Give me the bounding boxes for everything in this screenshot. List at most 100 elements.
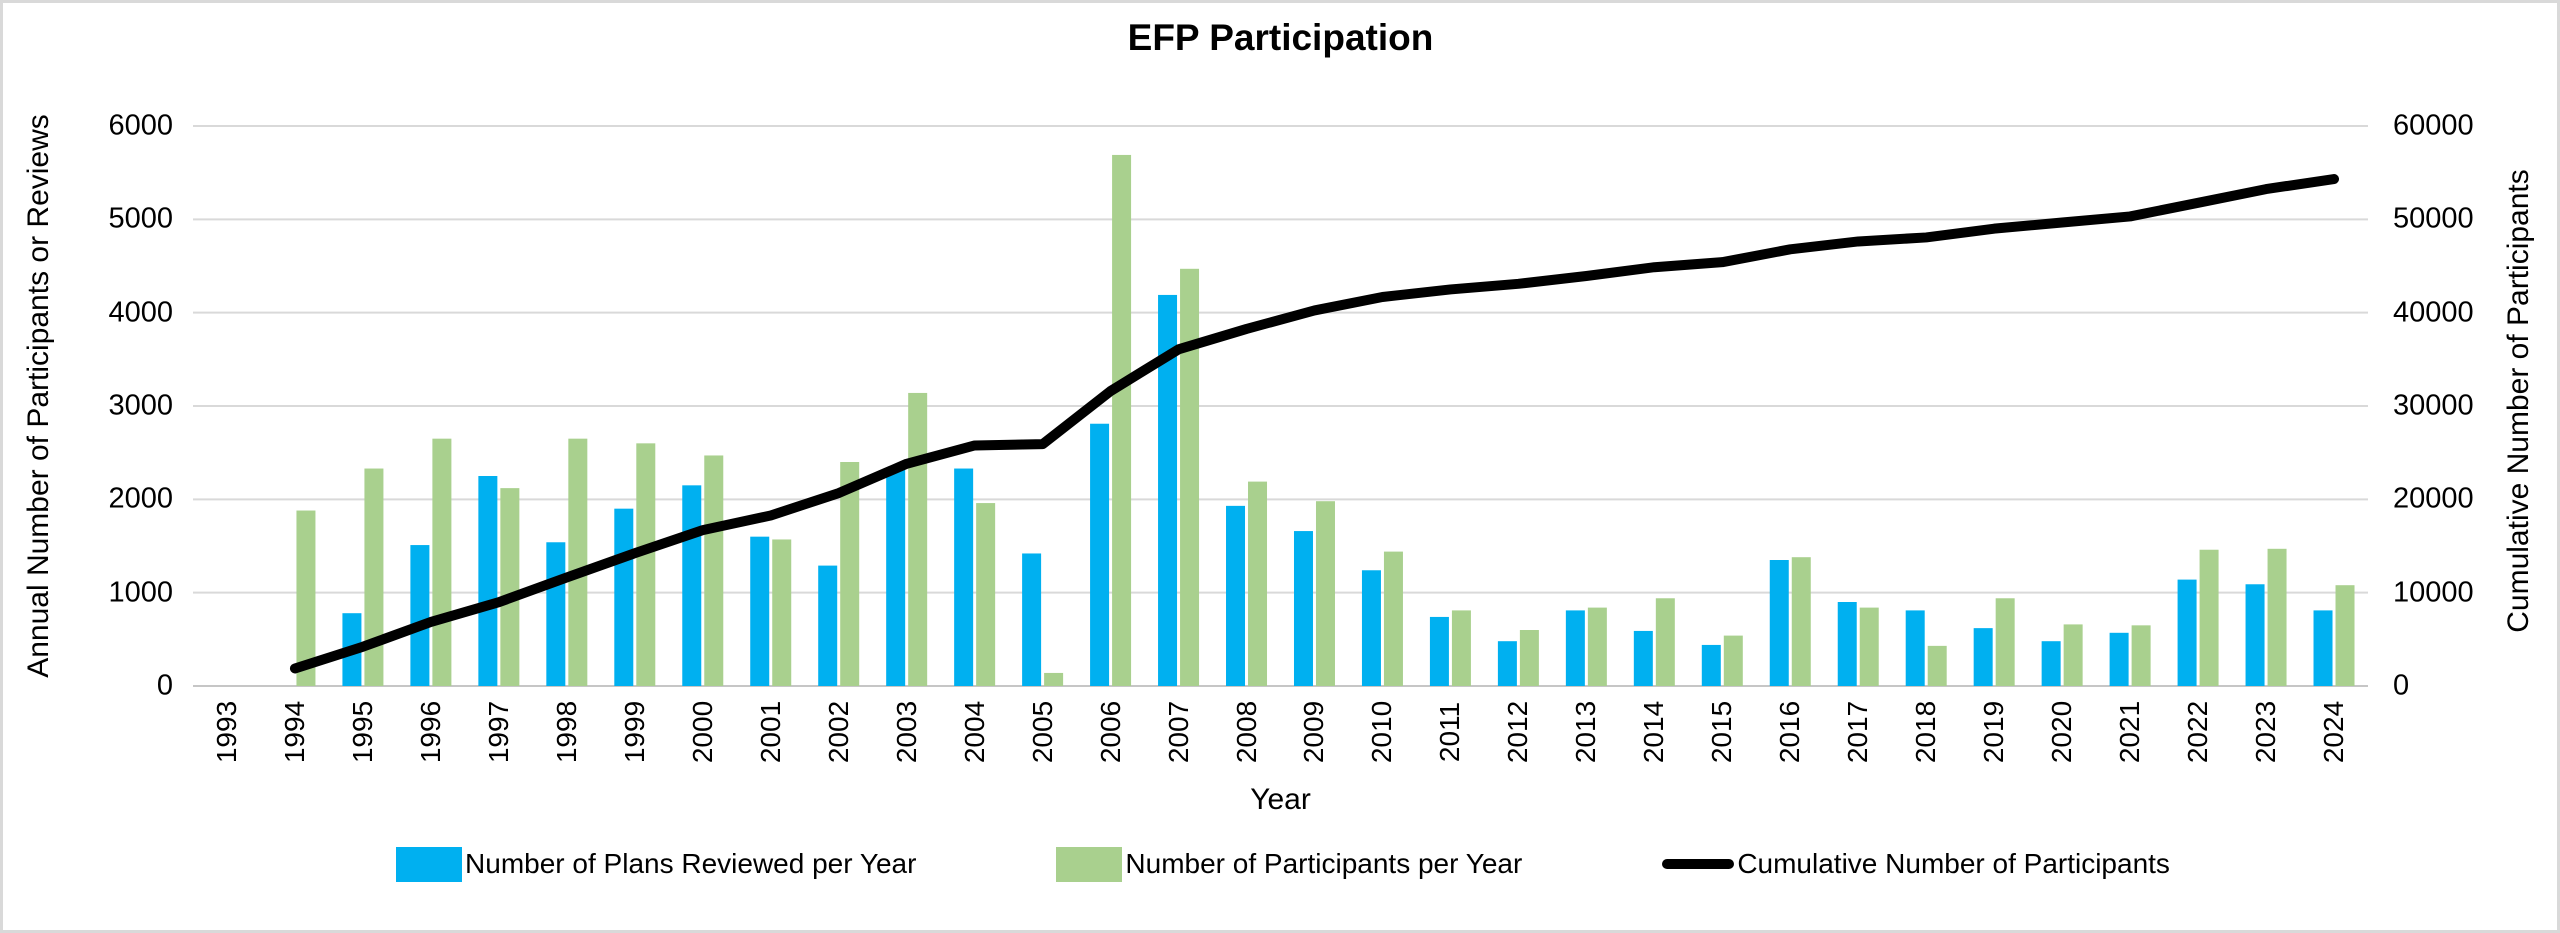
- bar-plans-reviewed-2003: [886, 469, 906, 686]
- bar-participants-1999: [636, 443, 656, 686]
- bar-plans-reviewed-2010: [1361, 570, 1381, 686]
- bar-plans-reviewed-2011: [1429, 616, 1449, 686]
- x-tick-label-2010: 2010: [1366, 700, 1398, 764]
- x-tick-label-2016: 2016: [1774, 700, 1806, 764]
- bar-plans-reviewed-2021: [2109, 632, 2129, 686]
- y-right-tick-label: 40000: [2393, 296, 2474, 329]
- y-right-tick-label: 20000: [2393, 482, 2474, 515]
- bar-participants-2024: [2335, 585, 2355, 686]
- bar-plans-reviewed-2017: [1837, 602, 1857, 686]
- bar-participants-2021: [2131, 625, 2151, 686]
- bar-participants-2003: [908, 392, 928, 686]
- x-tick-label-2015: 2015: [1706, 700, 1738, 764]
- bar-participants-2013: [1587, 607, 1607, 686]
- bar-plans-reviewed-2018: [1905, 610, 1925, 686]
- y-left-tick-label: 1000: [108, 576, 173, 609]
- bar-plans-reviewed-1999: [614, 508, 634, 686]
- participants-bar-swatch-icon: [1056, 846, 1123, 882]
- bar-participants-2020: [2063, 624, 2083, 686]
- bar-plans-reviewed-2012: [1497, 641, 1517, 686]
- bar-participants-2023: [2267, 548, 2287, 686]
- x-tick-label-2001: 2001: [754, 700, 786, 764]
- legend-label: Number of Plans Reviewed per Year: [465, 848, 917, 879]
- bar-participants-2000: [704, 455, 724, 686]
- y-left-tick-label: 3000: [108, 389, 173, 422]
- x-tick-label-2005: 2005: [1026, 700, 1058, 764]
- x-tick-label-1998: 1998: [550, 700, 582, 764]
- bar-plans-reviewed-2002: [818, 565, 838, 686]
- x-tick-label-2007: 2007: [1162, 700, 1194, 764]
- bar-plans-reviewed-2001: [750, 536, 770, 686]
- x-tick-label-2003: 2003: [890, 700, 922, 764]
- y-left-tick-label: 0: [156, 669, 173, 702]
- bar-participants-2008: [1248, 481, 1268, 686]
- bar-participants-2022: [2199, 549, 2219, 686]
- bar-participants-2012: [1519, 630, 1539, 686]
- x-tick-label-2009: 2009: [1298, 700, 1330, 764]
- bar-plans-reviewed-2016: [1769, 560, 1789, 686]
- y-axis-right-title: Cumulative Number of Participants: [2502, 169, 2535, 633]
- y-left-tick-label: 2000: [108, 482, 173, 515]
- bar-participants-2007: [1180, 268, 1200, 686]
- x-tick-label-2022: 2022: [2182, 700, 2214, 764]
- x-tick-label-2004: 2004: [958, 700, 990, 764]
- bar-participants-1998: [568, 438, 588, 686]
- bar-participants-2006: [1112, 154, 1132, 686]
- x-tick-label-1997: 1997: [482, 700, 514, 764]
- bar-participants-1994: [296, 510, 316, 686]
- legend-label: Cumulative Number of Participants: [1737, 848, 2170, 879]
- x-tick-label-1994: 1994: [278, 700, 310, 764]
- bar-participants-2017: [1859, 607, 1879, 686]
- bar-participants-1997: [500, 488, 520, 686]
- bar-participants-2004: [976, 503, 996, 686]
- bar-participants-2016: [1791, 557, 1811, 686]
- y-right-tick-label: 30000: [2393, 389, 2474, 422]
- bar-plans-reviewed-2009: [1293, 531, 1313, 686]
- bar-plans-reviewed-2023: [2245, 584, 2265, 686]
- x-tick-label-2024: 2024: [2318, 700, 2350, 764]
- bar-plans-reviewed-2008: [1226, 505, 1246, 686]
- bar-plans-reviewed-1996: [410, 545, 430, 686]
- x-tick-label-2020: 2020: [2046, 700, 2078, 764]
- bar-plans-reviewed-2020: [2041, 641, 2061, 686]
- bar-participants-1995: [364, 468, 384, 686]
- bar-plans-reviewed-1998: [546, 542, 566, 686]
- bar-participants-2010: [1383, 551, 1403, 686]
- y-right-tick-label: 10000: [2393, 576, 2474, 609]
- x-tick-label-2000: 2000: [686, 700, 718, 764]
- x-axis-title: Year: [1250, 783, 1311, 816]
- x-tick-label-2008: 2008: [1230, 700, 1262, 764]
- bar-plans-reviewed-2000: [682, 485, 702, 686]
- bar-plans-reviewed-2013: [1565, 610, 1585, 686]
- bar-plans-reviewed-2005: [1022, 553, 1042, 686]
- x-tick-label-2013: 2013: [1570, 700, 1602, 764]
- bar-plans-reviewed-2019: [1973, 628, 1993, 686]
- bar-participants-2011: [1451, 610, 1471, 686]
- bar-participants-2018: [1927, 645, 1947, 686]
- y-right-tick-label: 60000: [2393, 109, 2474, 142]
- bar-plans-reviewed-2014: [1633, 630, 1653, 686]
- bar-participants-2005: [1044, 672, 1064, 686]
- x-tick-label-1993: 1993: [210, 700, 242, 764]
- x-tick-label-1999: 1999: [618, 700, 650, 764]
- bar-participants-2014: [1655, 598, 1675, 686]
- bar-participants-2002: [840, 462, 860, 686]
- y-left-tick-label: 5000: [108, 202, 173, 235]
- y-left-tick-label: 6000: [108, 109, 173, 142]
- cumulative-line-swatch-icon: [1662, 859, 1735, 869]
- legend: Number of Plans Reviewed per Year Number…: [3, 841, 2557, 887]
- x-tick-label-2006: 2006: [1094, 700, 1126, 764]
- chart-title: EFP Participation: [1127, 17, 1434, 58]
- bar-plans-reviewed-2006: [1090, 423, 1110, 686]
- x-tick-label-1996: 1996: [414, 700, 446, 764]
- legend-label: Number of Participants per Year: [1125, 848, 1523, 879]
- x-tick-label-2012: 2012: [1502, 700, 1534, 764]
- legend-item-cumulative: Cumulative Number of Participants: [1662, 848, 2170, 880]
- bar-participants-2001: [772, 539, 792, 686]
- x-tick-label-2023: 2023: [2250, 700, 2282, 764]
- bar-participants-1996: [432, 438, 452, 686]
- bar-plans-reviewed-1997: [478, 476, 498, 686]
- bar-participants-2019: [1995, 598, 2015, 686]
- x-tick-label-2021: 2021: [2114, 700, 2146, 764]
